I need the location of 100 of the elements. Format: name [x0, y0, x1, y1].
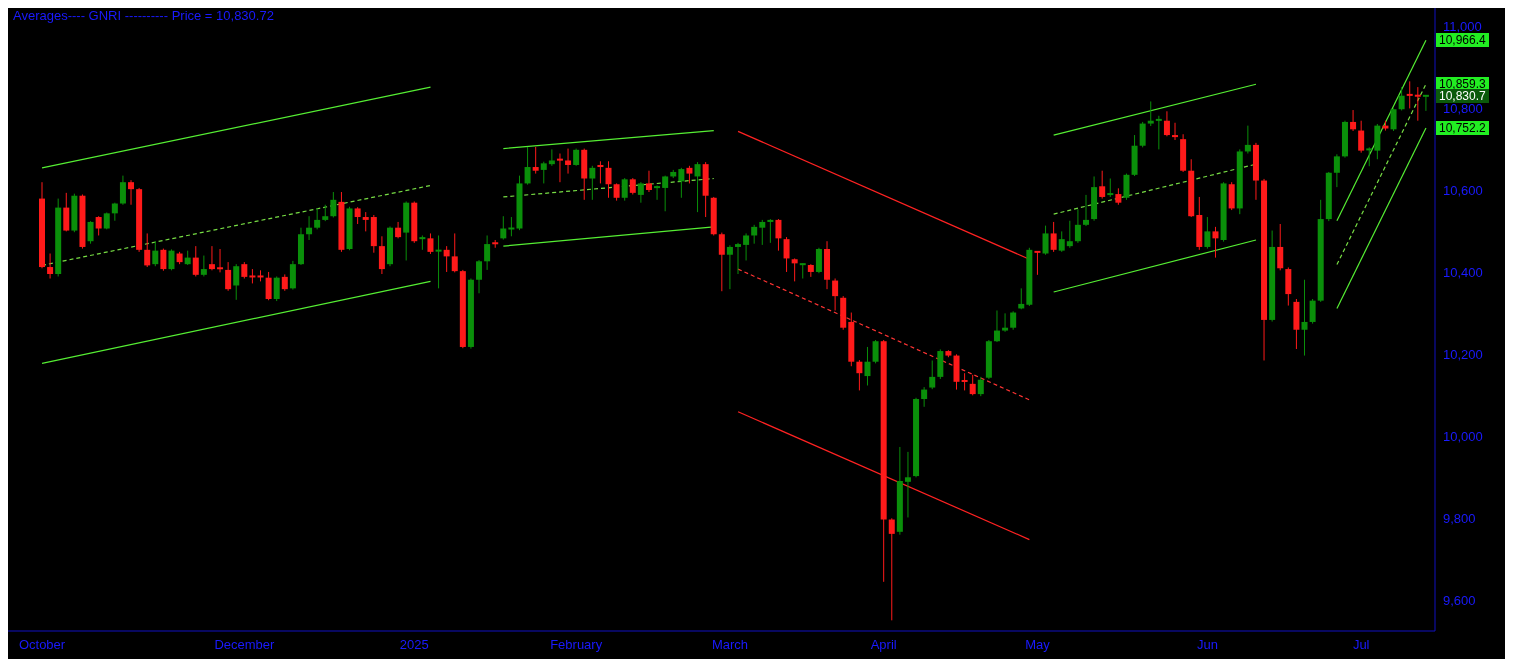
candlestick: [872, 339, 879, 364]
candlestick: [1083, 194, 1089, 227]
candlestick: [1406, 80, 1413, 109]
candlestick: [775, 218, 782, 252]
candlestick: [152, 240, 159, 267]
candlestick: [621, 177, 628, 202]
candlestick: [1333, 153, 1340, 188]
candlestick: [532, 146, 539, 175]
candlestick: [1163, 110, 1170, 137]
candlestick: [1123, 173, 1130, 201]
candlestick: [1244, 125, 1251, 154]
candlestick: [144, 232, 151, 268]
candlestick: [419, 234, 426, 251]
y-tick-label: 10,600: [1443, 183, 1483, 199]
candlestick: [208, 245, 215, 271]
candlestick: [969, 374, 976, 396]
candlestick: [451, 232, 458, 273]
data-label: 10,752.2: [1436, 121, 1489, 135]
candlestick: [1050, 221, 1057, 253]
candlestick: [556, 153, 563, 183]
candlestick: [799, 262, 806, 280]
candlestick: [500, 215, 507, 241]
x-tick-label: May: [1025, 637, 1051, 652]
candlestick: [1010, 310, 1017, 331]
candlestick: [63, 192, 70, 232]
candlestick: [168, 248, 175, 271]
candlestick: [1066, 220, 1073, 249]
candlestick: [1366, 146, 1373, 167]
text: 10,830.7: [1439, 88, 1486, 103]
candlestick: [645, 170, 652, 193]
candlestick: [1139, 121, 1146, 148]
candlestick: [662, 175, 669, 212]
candlestick: [225, 261, 232, 292]
candlestick: [443, 245, 450, 273]
candlestick: [508, 216, 515, 237]
candlestick: [1277, 223, 1284, 271]
candlestick: [1034, 250, 1041, 276]
y-tick-label: 9,600: [1443, 592, 1476, 608]
candlestick: [565, 148, 572, 175]
candlestick: [735, 242, 741, 275]
candlestick: [921, 386, 928, 408]
candlestick: [718, 232, 725, 292]
candlestick: [95, 215, 102, 236]
candlestick: [192, 245, 199, 277]
candlestick: [832, 278, 839, 311]
y-tick-label: 10,200: [1443, 346, 1483, 362]
x-tick-label: February: [550, 637, 603, 652]
candlestick: [977, 376, 984, 397]
candlestick: [1002, 312, 1009, 333]
candlestick: [654, 184, 661, 201]
y-tick-label: 10,400: [1443, 264, 1483, 280]
candlestick: [1155, 115, 1162, 150]
candlestick: [306, 215, 313, 241]
x-tick-label: March: [711, 637, 749, 652]
candlestick: [128, 179, 135, 206]
candlestick: [362, 211, 369, 232]
candlestick: [904, 451, 911, 518]
candlestick: [605, 160, 612, 199]
candlestick: [1358, 120, 1365, 154]
candlestick: [87, 220, 94, 245]
candlestick: [1414, 86, 1421, 122]
candlestick: [1301, 279, 1308, 357]
candlestick: [1074, 208, 1081, 244]
x-tick-label: 2025: [399, 637, 429, 652]
candlestick: [1398, 86, 1405, 111]
candlestick: [864, 346, 871, 386]
candlestick: [678, 167, 685, 199]
candlestick: [929, 359, 936, 390]
y-tick-label: 9,800: [1443, 510, 1476, 526]
candlestick: [759, 219, 766, 246]
data-label: 10,966.4: [1436, 33, 1489, 48]
candlestick: [1212, 226, 1219, 259]
candlestick: [637, 181, 644, 204]
candlestick: [791, 257, 798, 282]
candlestick: [314, 207, 321, 230]
candlestick: [589, 165, 596, 201]
candlestick: [1204, 216, 1211, 250]
candlestick: [47, 253, 54, 280]
x-tick-label: October: [18, 637, 66, 652]
candlestick: [1058, 230, 1065, 253]
candlestick: [548, 148, 555, 167]
candlestick: [217, 248, 224, 273]
candlestick: [783, 236, 790, 273]
candlestick: [378, 235, 385, 275]
candlestick: [856, 359, 863, 391]
candlestick: [233, 263, 240, 301]
x-tick-label: Jun: [1196, 637, 1218, 652]
candlestick: [1099, 170, 1106, 200]
x-tick-label: December: [214, 637, 276, 652]
candlestick: [111, 202, 118, 222]
candlestick: [1422, 94, 1429, 112]
candlestick: [726, 244, 733, 290]
candlestick: [1172, 122, 1179, 141]
candlestick: [751, 224, 758, 245]
candlestick: [476, 259, 483, 294]
candlestick: [1147, 100, 1154, 127]
data-label: 10,859.3: [1436, 77, 1489, 92]
candlestick: [427, 232, 434, 255]
candlestick: [1107, 178, 1114, 198]
candlestick: [1042, 225, 1049, 256]
